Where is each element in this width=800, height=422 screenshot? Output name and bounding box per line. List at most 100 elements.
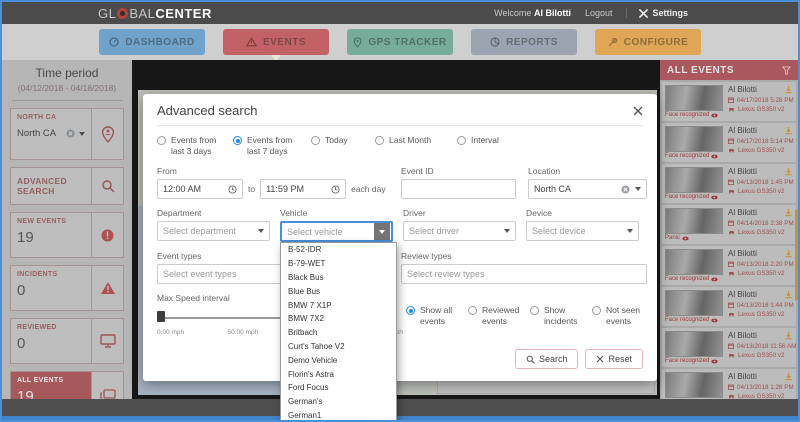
vehicle-option[interactable]: Demo Vehicle [288, 355, 338, 365]
vehicle-option[interactable]: Blue Bus [288, 286, 321, 296]
nav-tab-gps-tracker[interactable]: GPS TRACKER [347, 29, 453, 55]
vehicle-option[interactable]: German1 [288, 410, 322, 420]
slider-handle[interactable] [157, 311, 165, 323]
download-icon[interactable] [784, 85, 793, 94]
radio-label: Not seen events [606, 305, 641, 327]
radio-icon [406, 306, 415, 316]
chevron-down-icon [379, 229, 385, 234]
show-radio-option[interactable]: Show all events [406, 305, 468, 339]
filter-icon[interactable] [782, 65, 791, 75]
chevron-down-icon [504, 229, 510, 234]
period-radio-option[interactable]: Last Month [375, 135, 443, 157]
clear-icon[interactable] [621, 185, 630, 194]
logout-link[interactable]: Logout [584, 8, 613, 18]
search-icon [101, 179, 115, 193]
nav-tab-configure[interactable]: CONFIGURE [595, 29, 701, 55]
show-radio-option[interactable]: Reviewed events [468, 305, 530, 339]
x-icon [596, 355, 604, 363]
event-vehicle: Lexus GS350 v2 [738, 188, 785, 195]
driver-select[interactable]: Select driver [403, 221, 516, 242]
search-button[interactable]: Search [514, 349, 579, 370]
nav-tab-events[interactable]: EVENTS [223, 29, 329, 61]
nav-label: REPORTS [506, 36, 558, 48]
event-thumbnail[interactable] [665, 208, 723, 234]
event-timestamp: 04/14/2018 2:38 PM [737, 219, 794, 227]
location-select[interactable]: North CA [528, 179, 647, 200]
download-icon[interactable] [784, 372, 793, 381]
period-radio-option[interactable]: Interval [457, 135, 499, 157]
event-thumbnail[interactable] [665, 331, 723, 357]
event-vehicle: Lexus GS350 v2 [738, 147, 785, 154]
vehicle-option[interactable]: Ford Focus [288, 383, 329, 393]
download-icon[interactable] [784, 208, 793, 217]
event-id-label: Event ID [401, 166, 434, 177]
event-card[interactable]: Face recognized Al Bilotti 04/13/2018 2:… [662, 246, 796, 285]
show-radio-option[interactable]: Not seen events [592, 305, 654, 339]
event-card[interactable]: Face recognized Al Bilotti 04/17/2018 5:… [662, 123, 796, 162]
app-logo: GL BAL CENTER [98, 2, 212, 24]
download-icon[interactable] [784, 331, 793, 340]
max-speed-slider[interactable] [157, 311, 392, 325]
advanced-search-card[interactable]: ADVANCED SEARCH [10, 167, 124, 205]
advanced-search-button[interactable] [91, 168, 123, 204]
vehicle-option[interactable]: German's [288, 397, 323, 407]
period-radio-option[interactable]: Today [311, 135, 361, 157]
show-radio-option[interactable]: Show incidents [530, 305, 592, 339]
vehicle-option[interactable]: BMW 7 X1P [288, 300, 332, 310]
department-select[interactable]: Select department [157, 221, 270, 242]
event-card[interactable]: Face recognized Al Bilotti 04/13/2018 1:… [662, 164, 796, 203]
download-icon[interactable] [784, 167, 793, 176]
location-select[interactable]: North CA [17, 128, 85, 139]
from-time-input[interactable]: 12:00 AM [157, 179, 243, 200]
events-scrollbar-thumb[interactable] [795, 210, 798, 300]
vehicle-option[interactable]: Britbach [288, 328, 318, 338]
download-icon[interactable] [784, 290, 793, 299]
review-types-input[interactable]: Select review types [401, 264, 647, 285]
to-time-input[interactable]: 11:59 PM [260, 179, 347, 200]
vehicle-option[interactable]: Florin's Astra [288, 369, 334, 379]
download-icon[interactable] [784, 126, 793, 135]
event-thumbnail[interactable] [665, 372, 723, 398]
clear-icon[interactable] [66, 129, 75, 138]
event-thumbnail[interactable] [665, 290, 723, 316]
event-tag: Face recognized [665, 317, 719, 323]
calendar-icon [728, 97, 734, 103]
vehicle-select[interactable]: Select vehicle [280, 221, 393, 243]
location-card-label: NORTH CA [17, 114, 57, 121]
event-thumbnail[interactable] [665, 85, 723, 111]
footer-bar [2, 399, 798, 416]
person-pin-icon [101, 125, 115, 143]
counter-card-incidents[interactable]: INCIDENTS 0 [10, 265, 124, 311]
device-select[interactable]: Select device [526, 221, 639, 242]
close-icon[interactable] [633, 106, 643, 116]
event-thumbnail[interactable] [665, 126, 723, 152]
event-person-name: Al Bilotti [728, 372, 757, 381]
download-icon[interactable] [784, 249, 793, 258]
nav-tab-reports[interactable]: REPORTS [471, 29, 577, 55]
to-time-value: 11:59 PM [266, 184, 304, 195]
event-card[interactable]: Face recognized Al Bilotti 04/13/2018 1:… [662, 287, 796, 326]
event-id-input[interactable] [401, 179, 516, 200]
radio-label: Show all events [420, 305, 453, 327]
event-card[interactable]: Face recognized Al Bilotti 04/13/2018 11… [662, 328, 796, 367]
counter-card-reviewed[interactable]: REVIEWED 0 [10, 318, 124, 364]
vehicle-option[interactable]: Black Bus [288, 273, 324, 283]
nav-tab-dashboard[interactable]: DASHBOARD [99, 29, 205, 55]
location-pin-button[interactable] [91, 109, 123, 159]
period-radio-option[interactable]: Events from last 7 days [233, 135, 297, 157]
period-radio-option[interactable]: Events from last 3 days [157, 135, 219, 157]
vehicle-option[interactable]: B-52-IDR [288, 245, 322, 255]
reset-button[interactable]: Reset [585, 349, 643, 370]
from-time-value: 12:00 AM [163, 184, 202, 195]
vehicle-option[interactable]: Curt's Tahoe V2 [288, 341, 345, 351]
event-card[interactable]: Panic Al Bilotti 04/14/2018 2:38 PM [662, 205, 796, 244]
settings-link[interactable]: Settings [626, 8, 688, 18]
vehicle-option[interactable]: BMW 7X2 [288, 314, 325, 324]
vehicle-option[interactable]: B-79-WET [288, 259, 326, 269]
event-thumbnail[interactable] [665, 249, 723, 275]
event-card[interactable]: Face recognized Al Bilotti 04/13/2018 1:… [662, 369, 796, 399]
event-thumbnail[interactable] [665, 167, 723, 193]
counter-card-new-events[interactable]: NEW EVENTS 19 [10, 212, 124, 258]
event-card[interactable]: Face recognized Al Bilotti 04/17/2018 5:… [662, 82, 796, 121]
